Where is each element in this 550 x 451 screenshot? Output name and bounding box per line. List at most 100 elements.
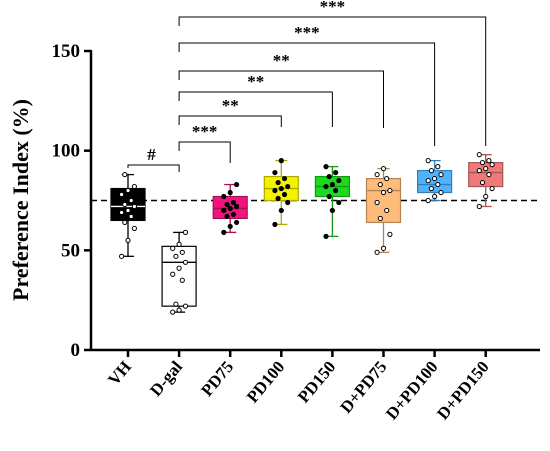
point-D+PD100-10 <box>425 158 431 164</box>
sig-line-D-gal-PD150 <box>178 91 333 127</box>
point-PD150-10 <box>323 164 329 170</box>
point-VH-10 <box>119 191 125 198</box>
sig-bracket-D-gal-D+PD150: *** <box>178 0 487 146</box>
point-D-gal-1 <box>176 307 182 313</box>
point-D-gal-2 <box>182 303 189 309</box>
point-D+PD150-4 <box>486 171 492 178</box>
point-D+PD150-8 <box>479 160 486 166</box>
box-PD150 <box>314 164 350 239</box>
box-PD75 <box>212 181 248 235</box>
point-PD100-4 <box>281 191 288 198</box>
sig-label-D-gal-PD150: ** <box>247 72 264 91</box>
point-D+PD75-4 <box>384 207 390 214</box>
box-rect-D+PD75 <box>365 177 402 224</box>
point-D+PD100-2 <box>438 189 444 196</box>
x-tick-label-PD75: PD75 <box>197 357 237 400</box>
point-D+PD150-9 <box>486 158 492 164</box>
box-D-gal <box>161 229 197 315</box>
sig-bracket-D-gal-D+PD75: ** <box>178 51 384 128</box>
point-D+PD150-3 <box>479 179 486 186</box>
x-tick-label-D+PD150: D+PD150 <box>433 357 493 423</box>
point-PD100-6 <box>278 185 284 192</box>
point-VH-3 <box>122 219 128 226</box>
point-D-gal-7 <box>182 259 189 265</box>
point-D+PD100-8 <box>428 168 434 174</box>
x-tick-label-D+PD100: D+PD100 <box>382 357 442 423</box>
box-D+PD75 <box>365 166 402 255</box>
sig-bracket-D-gal-PD150: ** <box>178 72 333 127</box>
point-D-gal-4 <box>179 277 185 283</box>
point-VH-1 <box>125 237 131 243</box>
point-PD150-2 <box>336 199 342 206</box>
sig-bracket-VH-D-gal: # <box>127 145 180 172</box>
point-D+PD100-6 <box>432 175 438 182</box>
point-D+PD100-0 <box>425 197 431 204</box>
sig-line-D-gal-D+PD100 <box>178 42 436 146</box>
point-D+PD150-6 <box>483 166 489 172</box>
point-VH-13 <box>122 171 128 178</box>
point-D+PD75-6 <box>380 189 387 196</box>
x-tick-label-D+PD75: D+PD75 <box>336 357 390 416</box>
point-PD75-3 <box>224 213 230 220</box>
point-VH-12 <box>131 183 137 190</box>
point-D-gal-6 <box>176 265 182 271</box>
box-rect-D+PD100 <box>417 170 453 194</box>
sig-label-D-gal-D+PD150: *** <box>320 0 346 16</box>
point-D+PD75-9 <box>384 175 390 182</box>
point-PD100-9 <box>281 175 288 182</box>
point-D+PD75-11 <box>380 166 387 172</box>
x-tick-label-PD100: PD100 <box>243 357 289 406</box>
point-PD150-7 <box>336 177 342 184</box>
point-D+PD150-2 <box>489 185 495 192</box>
point-D+PD150-1 <box>483 193 489 200</box>
point-D-gal-3 <box>173 301 179 307</box>
point-D-gal-0 <box>170 309 176 315</box>
point-PD75-0 <box>221 229 227 235</box>
point-PD75-10 <box>221 193 227 200</box>
sig-label-D-gal-PD75: *** <box>192 122 218 141</box>
y-tick-label-150: 150 <box>52 41 81 62</box>
point-PD150-6 <box>329 181 335 188</box>
point-PD75-6 <box>227 205 233 212</box>
box-rect-D-gal <box>161 245 197 307</box>
point-PD150-5 <box>323 183 329 190</box>
point-PD150-1 <box>329 207 335 214</box>
point-D+PD100-3 <box>428 185 434 192</box>
boxes-group <box>110 152 504 315</box>
point-VH-0 <box>119 253 125 259</box>
sig-line-D-gal-D+PD150 <box>178 16 487 146</box>
sig-line-D-gal-PD100 <box>178 115 282 127</box>
point-PD100-7 <box>285 183 291 190</box>
point-D+PD75-0 <box>374 249 380 255</box>
point-D-gal-10 <box>170 245 176 251</box>
point-D-gal-8 <box>173 253 179 259</box>
sig-label-D-gal-PD100: ** <box>222 96 239 115</box>
box-rect-VH <box>110 187 146 222</box>
y-tick-label-100: 100 <box>52 141 81 162</box>
point-PD75-11 <box>227 189 233 196</box>
point-VH-8 <box>122 201 128 208</box>
point-D+PD75-7 <box>387 187 393 194</box>
sig-label-D-gal-D+PD100: *** <box>294 23 320 42</box>
point-D+PD75-1 <box>380 245 387 251</box>
box-PD100 <box>263 158 299 228</box>
box-D+PD100 <box>417 158 453 204</box>
point-D-gal-12 <box>182 229 189 235</box>
point-PD75-9 <box>230 199 236 206</box>
y-axis-label: Preference Index (%) <box>8 99 33 301</box>
point-D+PD75-10 <box>374 171 380 178</box>
sig-line-D-gal-PD75 <box>178 141 231 163</box>
point-D+PD100-9 <box>435 164 441 170</box>
point-D+PD100-5 <box>425 177 431 184</box>
point-PD100-5 <box>272 187 278 194</box>
x-tick-label-PD150: PD150 <box>294 357 340 406</box>
point-PD75-4 <box>230 211 236 218</box>
point-D-gal-9 <box>179 249 185 255</box>
point-PD150-0 <box>323 233 329 239</box>
point-D-gal-5 <box>170 271 176 277</box>
box-D+PD150 <box>468 152 504 210</box>
point-D+PD100-7 <box>438 171 444 178</box>
sig-line-D-gal-D+PD75 <box>178 70 384 128</box>
point-PD75-7 <box>234 203 240 210</box>
